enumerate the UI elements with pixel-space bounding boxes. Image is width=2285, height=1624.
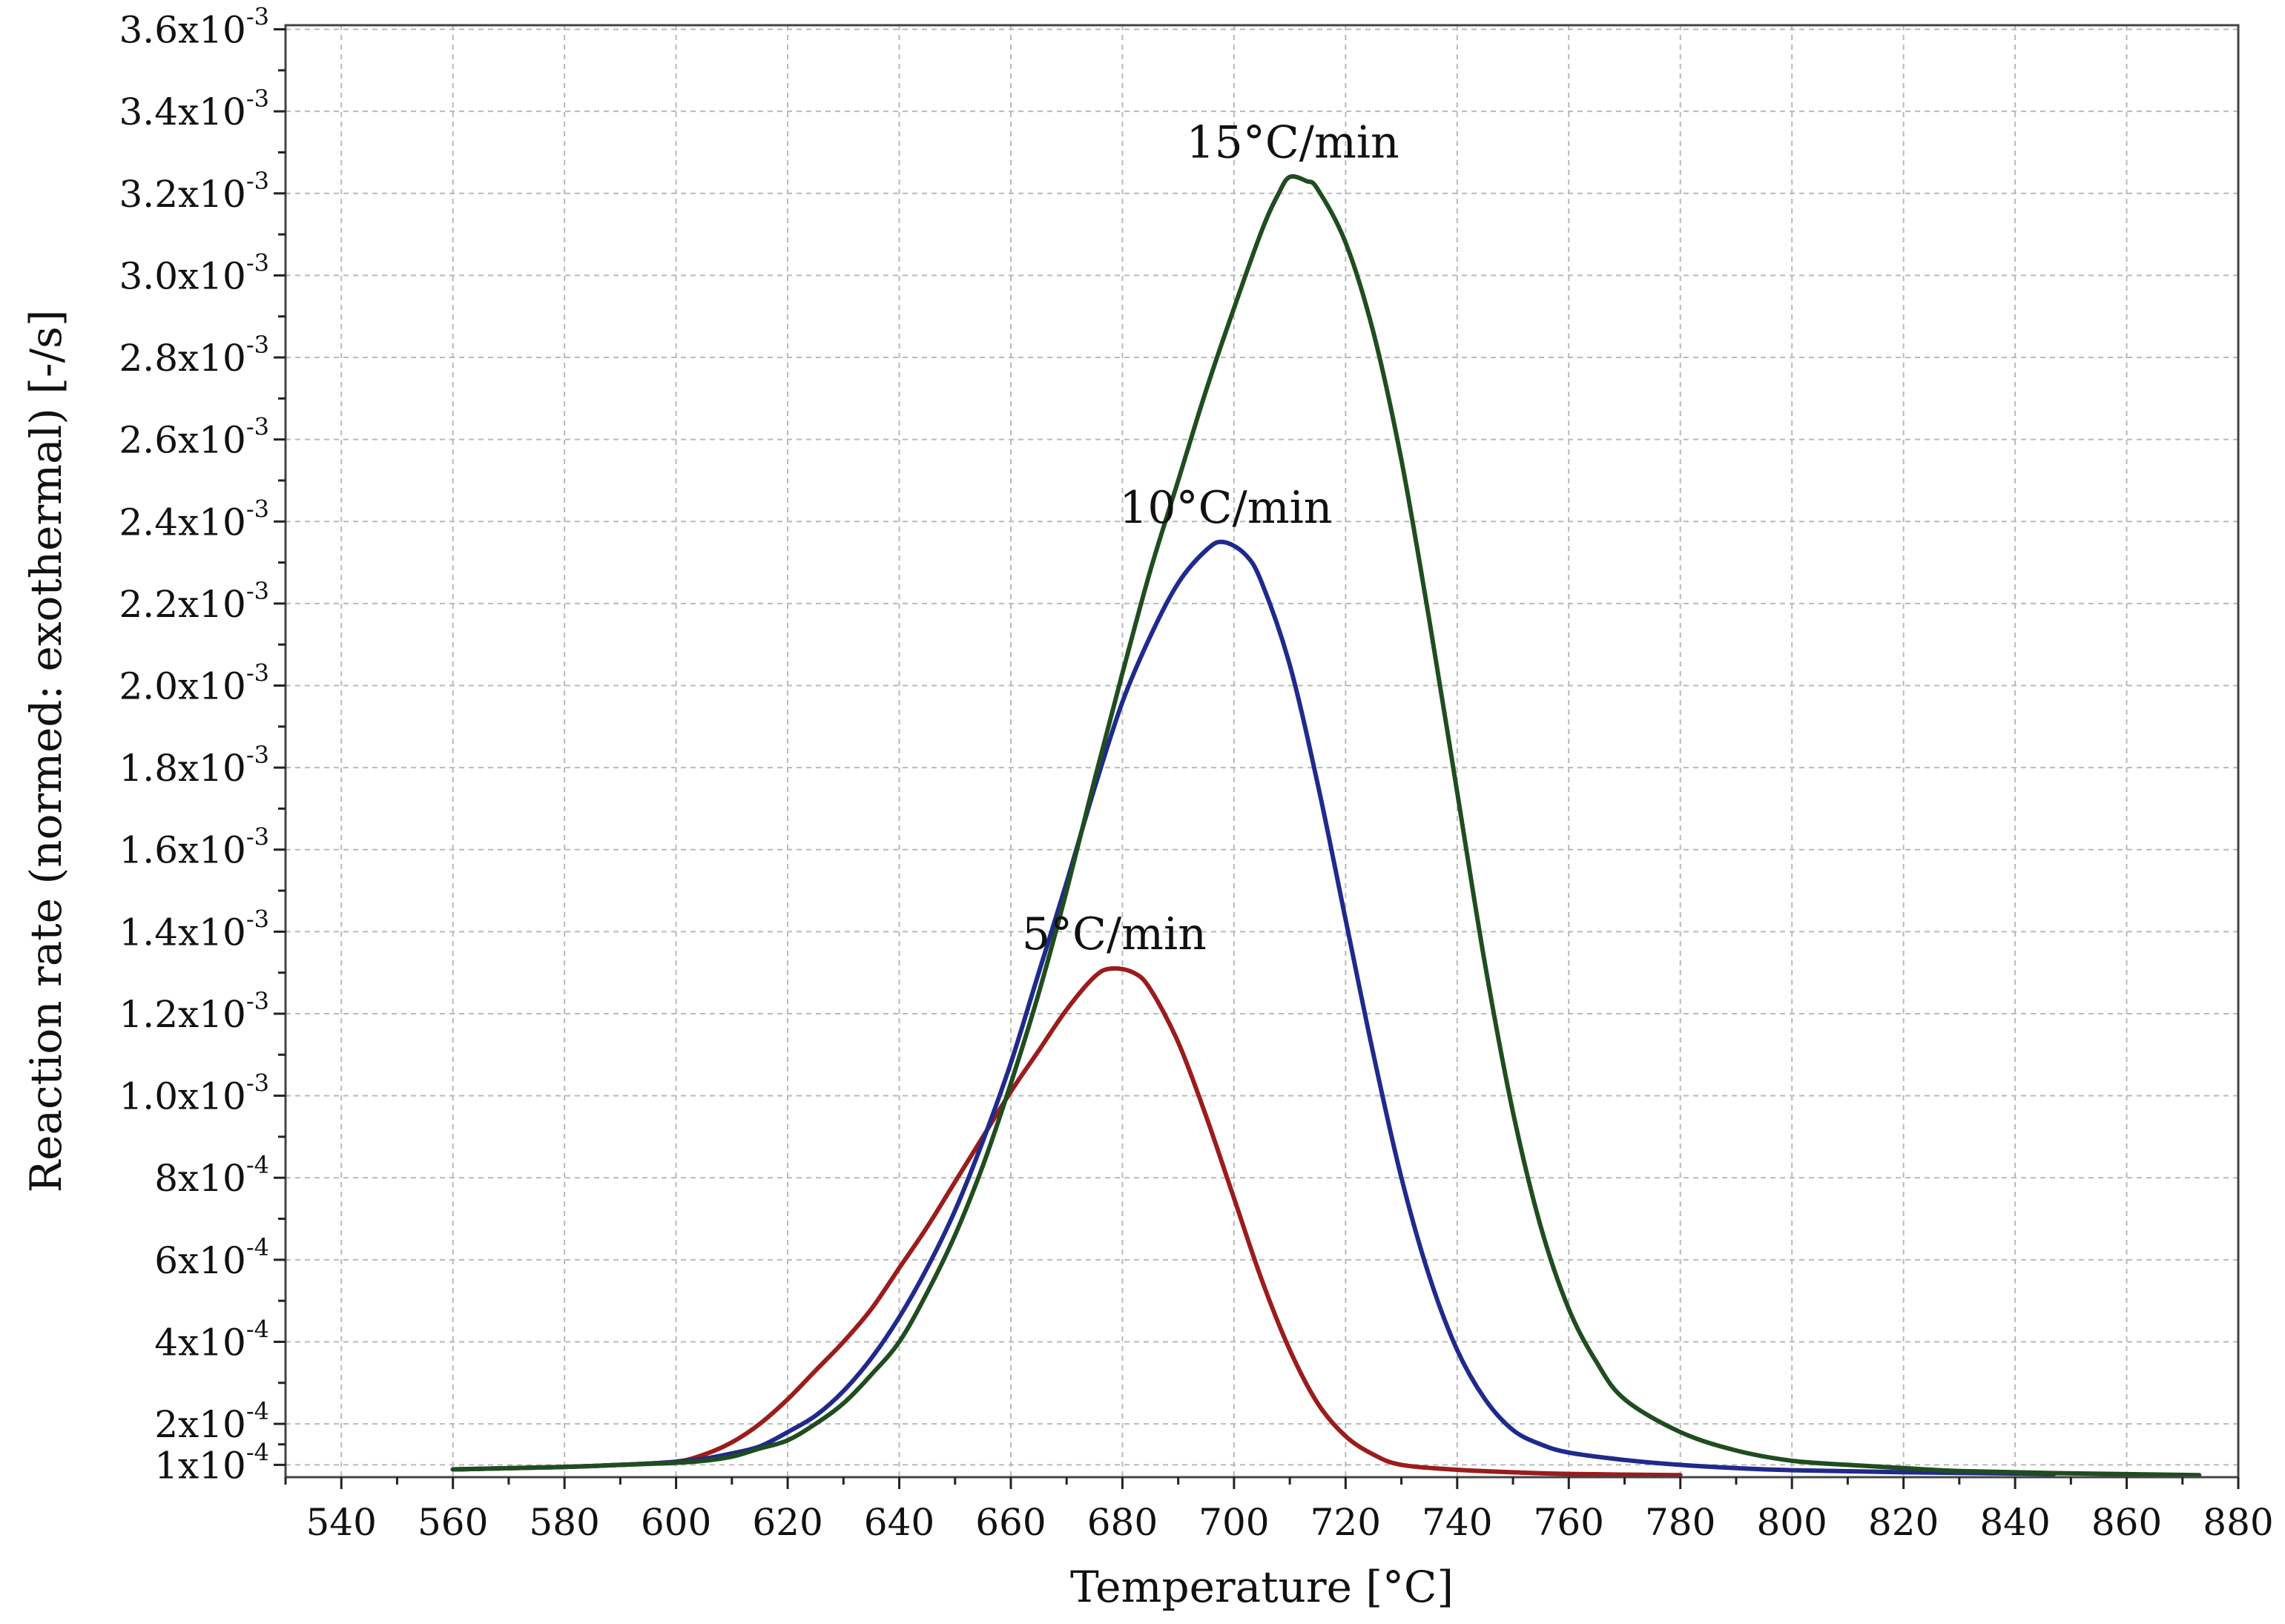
x-tick-label: 680: [1087, 1501, 1158, 1544]
x-tick-label: 840: [1979, 1501, 2050, 1544]
x-tick-label: 540: [306, 1501, 377, 1544]
x-tick-label: 700: [1198, 1501, 1269, 1544]
y-tick-exponent: -3: [246, 823, 269, 851]
y-tick-exponent: -4: [246, 1315, 269, 1343]
x-tick-label: 800: [1756, 1501, 1827, 1544]
y-tick-exponent: -4: [246, 1397, 269, 1425]
y-tick-label: 1.8x10-3: [119, 741, 269, 790]
y-tick-exponent: -3: [246, 167, 269, 195]
y-tick-label: 1x10-4: [154, 1438, 269, 1487]
y-tick-label: 1.6x10-3: [119, 823, 269, 872]
y-tick-mantissa: 4x10: [154, 1321, 246, 1364]
x-tick-label: 600: [641, 1501, 711, 1544]
y-tick-mantissa: 2x10: [154, 1403, 246, 1446]
y-tick-label: 2.8x10-3: [119, 331, 269, 380]
series-annotation: 5°C/min: [1022, 908, 1207, 960]
y-tick-mantissa: 1.0x10: [119, 1075, 245, 1118]
y-tick-label: 2x10-4: [154, 1397, 269, 1446]
y-tick-label: 4x10-4: [154, 1315, 269, 1364]
y-tick-label: 2.6x10-3: [119, 413, 269, 462]
x-tick-label: 740: [1422, 1501, 1492, 1544]
y-tick-exponent: -3: [246, 905, 269, 933]
y-tick-exponent: -3: [246, 495, 269, 523]
y-tick-exponent: -4: [246, 1233, 269, 1261]
y-tick-exponent: -3: [246, 659, 269, 687]
y-tick-exponent: -3: [246, 248, 269, 277]
y-tick-exponent: -3: [246, 85, 269, 113]
y-tick-label: 6x10-4: [154, 1233, 269, 1282]
y-axis-title: Reaction rate (normed: exothermal) [-/s]: [21, 309, 71, 1192]
x-tick-label: 880: [2203, 1501, 2273, 1544]
y-tick-exponent: -3: [246, 331, 269, 359]
series-line-1: [450, 966, 1683, 1478]
y-tick-exponent: -3: [246, 577, 269, 605]
y-tick-mantissa: 2.4x10: [119, 501, 245, 544]
series-lines: [450, 174, 2202, 1478]
y-tick-mantissa: 6x10: [154, 1239, 246, 1282]
y-tick-mantissa: 1x10: [154, 1444, 246, 1487]
y-tick-label: 3.2x10-3: [119, 167, 269, 216]
grid-lines: [286, 25, 2238, 1477]
y-tick-mantissa: 1.8x10: [119, 747, 245, 790]
y-tick-exponent: -4: [246, 1438, 269, 1466]
x-tick-label: 780: [1645, 1501, 1715, 1544]
series-line-3: [450, 174, 2202, 1478]
y-tick-mantissa: 8x10: [154, 1157, 246, 1200]
y-tick-mantissa: 3.2x10: [119, 173, 245, 216]
plot-frame: [284, 24, 2240, 1479]
series-annotation: 15°C/min: [1187, 117, 1399, 169]
y-tick-label: 2.4x10-3: [119, 495, 269, 544]
y-tick-label: 2.2x10-3: [119, 577, 269, 626]
y-tick-label: 3.6x10-3: [119, 3, 269, 52]
y-tick-label: 1.2x10-3: [119, 987, 269, 1036]
series-annotations: 15°C/min 10°C/min 5°C/min: [1022, 117, 1399, 960]
y-tick-label: 1.4x10-3: [119, 905, 269, 954]
y-tick-label: 1.0x10-3: [119, 1069, 269, 1118]
y-tick-mantissa: 2.8x10: [119, 337, 245, 380]
y-tick-exponent: -3: [246, 3, 269, 31]
x-tick-label: 760: [1534, 1501, 1604, 1544]
y-tick-mantissa: 1.6x10: [119, 829, 245, 872]
y-tick-label: 8x10-4: [154, 1151, 269, 1200]
y-tick-exponent: -3: [246, 1069, 269, 1097]
x-tick-label: 660: [975, 1501, 1046, 1544]
y-tick-exponent: -4: [246, 1151, 269, 1179]
x-tick-label: 820: [1868, 1501, 1939, 1544]
y-tick-mantissa: 2.6x10: [119, 419, 245, 462]
y-tick-mantissa: 1.4x10: [119, 911, 245, 954]
series-annotation: 10°C/min: [1119, 482, 1332, 534]
x-tick-label: 640: [864, 1501, 934, 1544]
y-tick-mantissa: 3.6x10: [119, 9, 245, 52]
y-tick-label: 2.0x10-3: [119, 659, 269, 708]
axis-ticks: [274, 28, 2240, 1489]
y-tick-exponent: -3: [246, 413, 269, 441]
y-tick-mantissa: 3.0x10: [119, 254, 245, 297]
x-tick-label: 620: [752, 1501, 822, 1544]
x-tick-label: 560: [418, 1501, 488, 1544]
y-tick-mantissa: 1.2x10: [119, 993, 245, 1036]
y-tick-label: 3.4x10-3: [119, 85, 269, 133]
y-tick-exponent: -3: [246, 987, 269, 1015]
tick-labels: 540 560 580 600 620 640 660 680 700 720 740 760 780 8…: [119, 3, 2273, 1544]
series-line-2: [450, 539, 2057, 1476]
y-tick-mantissa: 2.2x10: [119, 583, 245, 626]
x-axis-title: Temperature [°C]: [1070, 1562, 1454, 1612]
y-tick-mantissa: 3.4x10: [119, 90, 245, 133]
y-tick-label: 3.0x10-3: [119, 248, 269, 297]
x-tick-label: 580: [529, 1501, 599, 1544]
y-tick-exponent: -3: [246, 741, 269, 769]
y-tick-mantissa: 2.0x10: [119, 665, 245, 708]
x-tick-label: 860: [2091, 1501, 2162, 1544]
x-tick-label: 720: [1310, 1501, 1381, 1544]
